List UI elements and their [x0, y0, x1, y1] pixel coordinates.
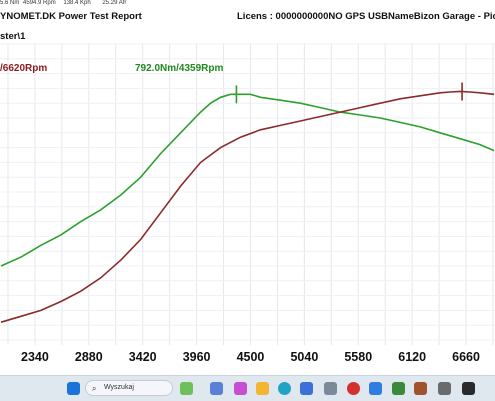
x-tick-label: 3960 — [183, 350, 211, 364]
dyno-chart: 2340 2880 3420 3960 4500 5040 5580 6120 6660 — [0, 43, 495, 364]
status-rpm: 4594.9 Rpm — [23, 0, 56, 6]
photos-icon[interactable] — [324, 382, 337, 395]
report-title: YNOMET.DK Power Test Report — [0, 11, 142, 22]
weather-icon[interactable] — [180, 382, 193, 395]
search-placeholder: Wyszukaj — [104, 384, 134, 391]
record-icon[interactable] — [347, 382, 360, 395]
status-afr: 25.29 Afr — [102, 0, 127, 6]
torque-peak-label: 792.0Nm/4359Rpm — [135, 63, 224, 74]
store-icon[interactable] — [300, 382, 313, 395]
taskbar: ⌕ Wyszukaj — [0, 375, 495, 401]
app-icon-3[interactable] — [414, 382, 427, 395]
app-icon-4[interactable] — [438, 382, 451, 395]
x-tick-label: 3420 — [129, 350, 157, 364]
x-tick-label: 2340 — [21, 350, 49, 364]
run-path: ster\1 — [0, 31, 26, 42]
search-icon: ⌕ — [92, 384, 97, 393]
power-peak-label: /6620Rpm — [0, 63, 48, 74]
windows-start-icon[interactable] — [67, 382, 80, 395]
app-icon-2[interactable] — [392, 382, 405, 395]
x-tick-label: 5580 — [344, 350, 372, 364]
status-speed: 138.4 Kph — [63, 0, 91, 6]
x-tick-label: 5040 — [290, 350, 318, 364]
status-torque: 5.6 Nm — [0, 0, 20, 6]
search-input[interactable]: ⌕ Wyszukaj — [85, 380, 173, 396]
x-axis-ticks: 2340 2880 3420 3960 4500 5040 5580 6120 6660 — [21, 350, 480, 364]
series-line-1 — [0, 93, 495, 267]
folder-icon[interactable] — [256, 382, 269, 395]
x-tick-label: 4500 — [237, 350, 265, 364]
status-readout: 5.6 Nm 4594.9 Rpm 138.4 Kph 25.29 Afr — [0, 0, 126, 6]
edge-icon[interactable] — [278, 382, 291, 395]
x-tick-label: 6660 — [452, 350, 480, 364]
app-icon[interactable] — [369, 382, 382, 395]
camera-icon[interactable] — [234, 382, 247, 395]
series-line-2 — [0, 90, 495, 323]
chart-grid — [0, 43, 495, 345]
chart-series — [0, 82, 495, 323]
license-info: Licens : 0000000000NO GPS USBNameBizon G… — [237, 11, 495, 22]
app-icon-5[interactable] — [462, 382, 475, 395]
x-tick-label: 2880 — [75, 350, 103, 364]
widgets-icon[interactable] — [210, 382, 223, 395]
x-tick-label: 6120 — [398, 350, 426, 364]
